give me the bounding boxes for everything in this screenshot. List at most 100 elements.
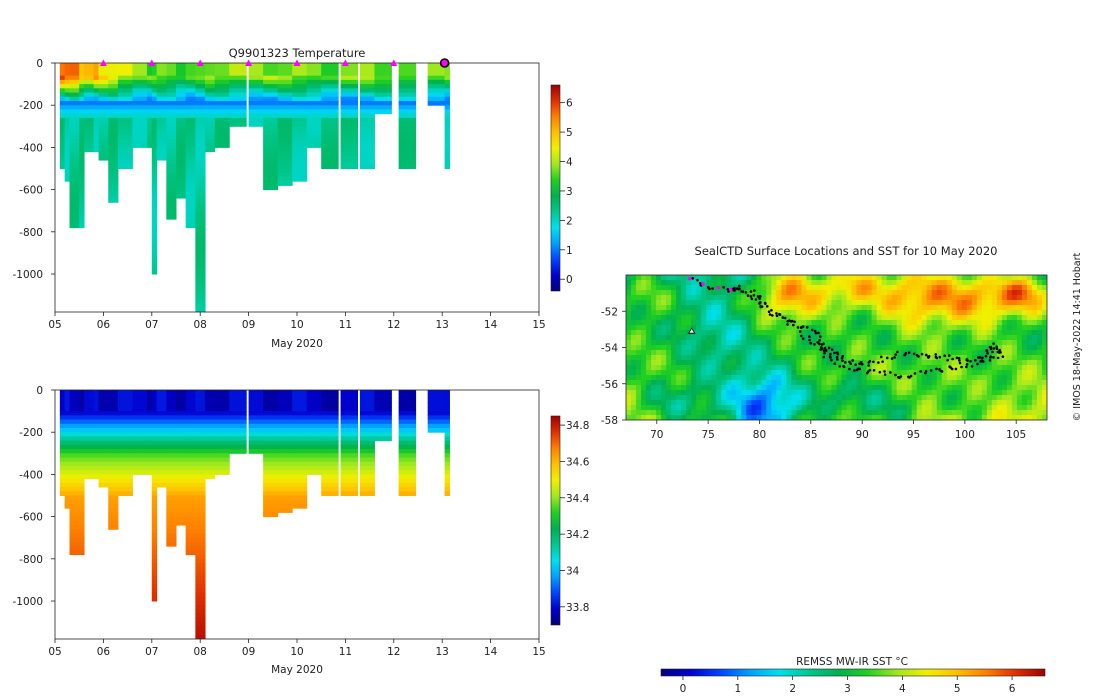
section-cell: [359, 465, 375, 471]
section-cell: [156, 423, 167, 429]
sst-cell: [841, 285, 848, 291]
section-cell: [359, 491, 375, 497]
sst-cell: [686, 390, 692, 396]
sst-cell: [811, 330, 818, 336]
sst-cell: [741, 325, 747, 331]
sst-cell: [881, 380, 888, 386]
sst-cell: [661, 415, 667, 420]
sst-cell: [691, 410, 697, 416]
sst-cell: [921, 330, 928, 336]
section-cell: [195, 189, 206, 195]
section-cell: [321, 465, 339, 471]
sst-cell: [921, 325, 928, 331]
sst-cell: [781, 330, 787, 336]
sst-cell: [976, 415, 983, 420]
x-tick-label: 14: [484, 319, 498, 331]
section-cell: [185, 411, 196, 416]
section-cell: [340, 105, 358, 110]
sst-cell: [856, 310, 863, 316]
section-cell: [195, 436, 206, 442]
sst-cell: [1016, 320, 1023, 326]
sst-cell: [706, 350, 712, 356]
sst-cell: [941, 275, 948, 281]
sst-cell: [636, 340, 642, 346]
section-cell: [427, 92, 446, 98]
section-cell: [117, 423, 133, 429]
sst-cell: [1036, 280, 1043, 286]
sst-cell: [971, 275, 978, 281]
sst-cell: [936, 320, 943, 326]
sst-cell: [996, 365, 1003, 371]
section-cell: [79, 105, 85, 110]
section-cell: [176, 151, 187, 157]
section-cell: [176, 457, 187, 463]
section-cell: [340, 423, 358, 429]
sst-cell: [651, 280, 657, 286]
sst-cell: [946, 385, 953, 391]
sst-cell: [711, 355, 717, 361]
sst-cell: [961, 395, 968, 401]
sst-cell: [826, 385, 833, 391]
sst-cell: [926, 400, 933, 406]
sst-cell: [1031, 335, 1038, 341]
section-cell: [151, 92, 158, 98]
section-cell: [151, 138, 158, 144]
section-cell: [166, 398, 177, 404]
sst-cell: [981, 315, 988, 321]
section-cell: [444, 461, 450, 467]
sst-cell: [851, 345, 858, 351]
sst-cell: [856, 280, 863, 286]
section-cell: [166, 503, 177, 509]
section-cell: [263, 444, 279, 450]
sst-cell: [936, 325, 943, 331]
sst-cell: [776, 335, 782, 341]
sst-cell: [951, 345, 958, 351]
section-cell: [292, 113, 308, 119]
track-point: [912, 352, 916, 356]
section-cell: [117, 79, 133, 85]
sst-cell: [971, 285, 978, 291]
section-cell: [84, 474, 95, 480]
sst-cell: [886, 360, 893, 366]
section-cell: [176, 122, 187, 127]
sst-cell: [1036, 370, 1043, 376]
sst-cell: [831, 325, 838, 331]
sst-cell: [966, 375, 973, 381]
sst-cell: [716, 280, 722, 286]
sst-cell: [791, 285, 798, 291]
sst-cell: [871, 355, 878, 361]
section-cell: [176, 71, 187, 77]
sst-cell: [1021, 330, 1028, 336]
sst-cell: [801, 375, 808, 381]
sst-cell: [796, 295, 803, 301]
sst-cell: [951, 415, 958, 420]
sst-cell: [951, 280, 958, 286]
sst-cell: [826, 280, 833, 286]
section-cell: [205, 453, 216, 459]
section-profile-column: [151, 390, 158, 602]
sst-cell: [1021, 390, 1028, 396]
sst-cell: [1016, 380, 1023, 386]
section-cell: [79, 164, 85, 170]
sst-cell: [731, 375, 737, 381]
section-cell: [321, 117, 339, 123]
sst-cell: [776, 345, 782, 351]
section-cell: [292, 88, 308, 94]
section-cell: [156, 457, 167, 463]
section-cell: [117, 143, 133, 148]
section-cell: [156, 134, 167, 140]
section-cell: [84, 461, 95, 467]
section-cell: [108, 487, 119, 492]
section-cell: [151, 248, 158, 254]
sst-cell: [811, 365, 818, 371]
section-cell: [98, 398, 109, 404]
sst-cell: [806, 330, 813, 336]
x-tick-label: 05: [48, 319, 61, 331]
sst-cell: [856, 335, 863, 341]
sst-cell: [971, 280, 978, 286]
sst-cell: [626, 370, 632, 376]
sst-cell: [801, 365, 808, 371]
sst-cell: [766, 415, 772, 420]
sst-cell: [971, 370, 978, 376]
section-cell: [321, 474, 339, 480]
